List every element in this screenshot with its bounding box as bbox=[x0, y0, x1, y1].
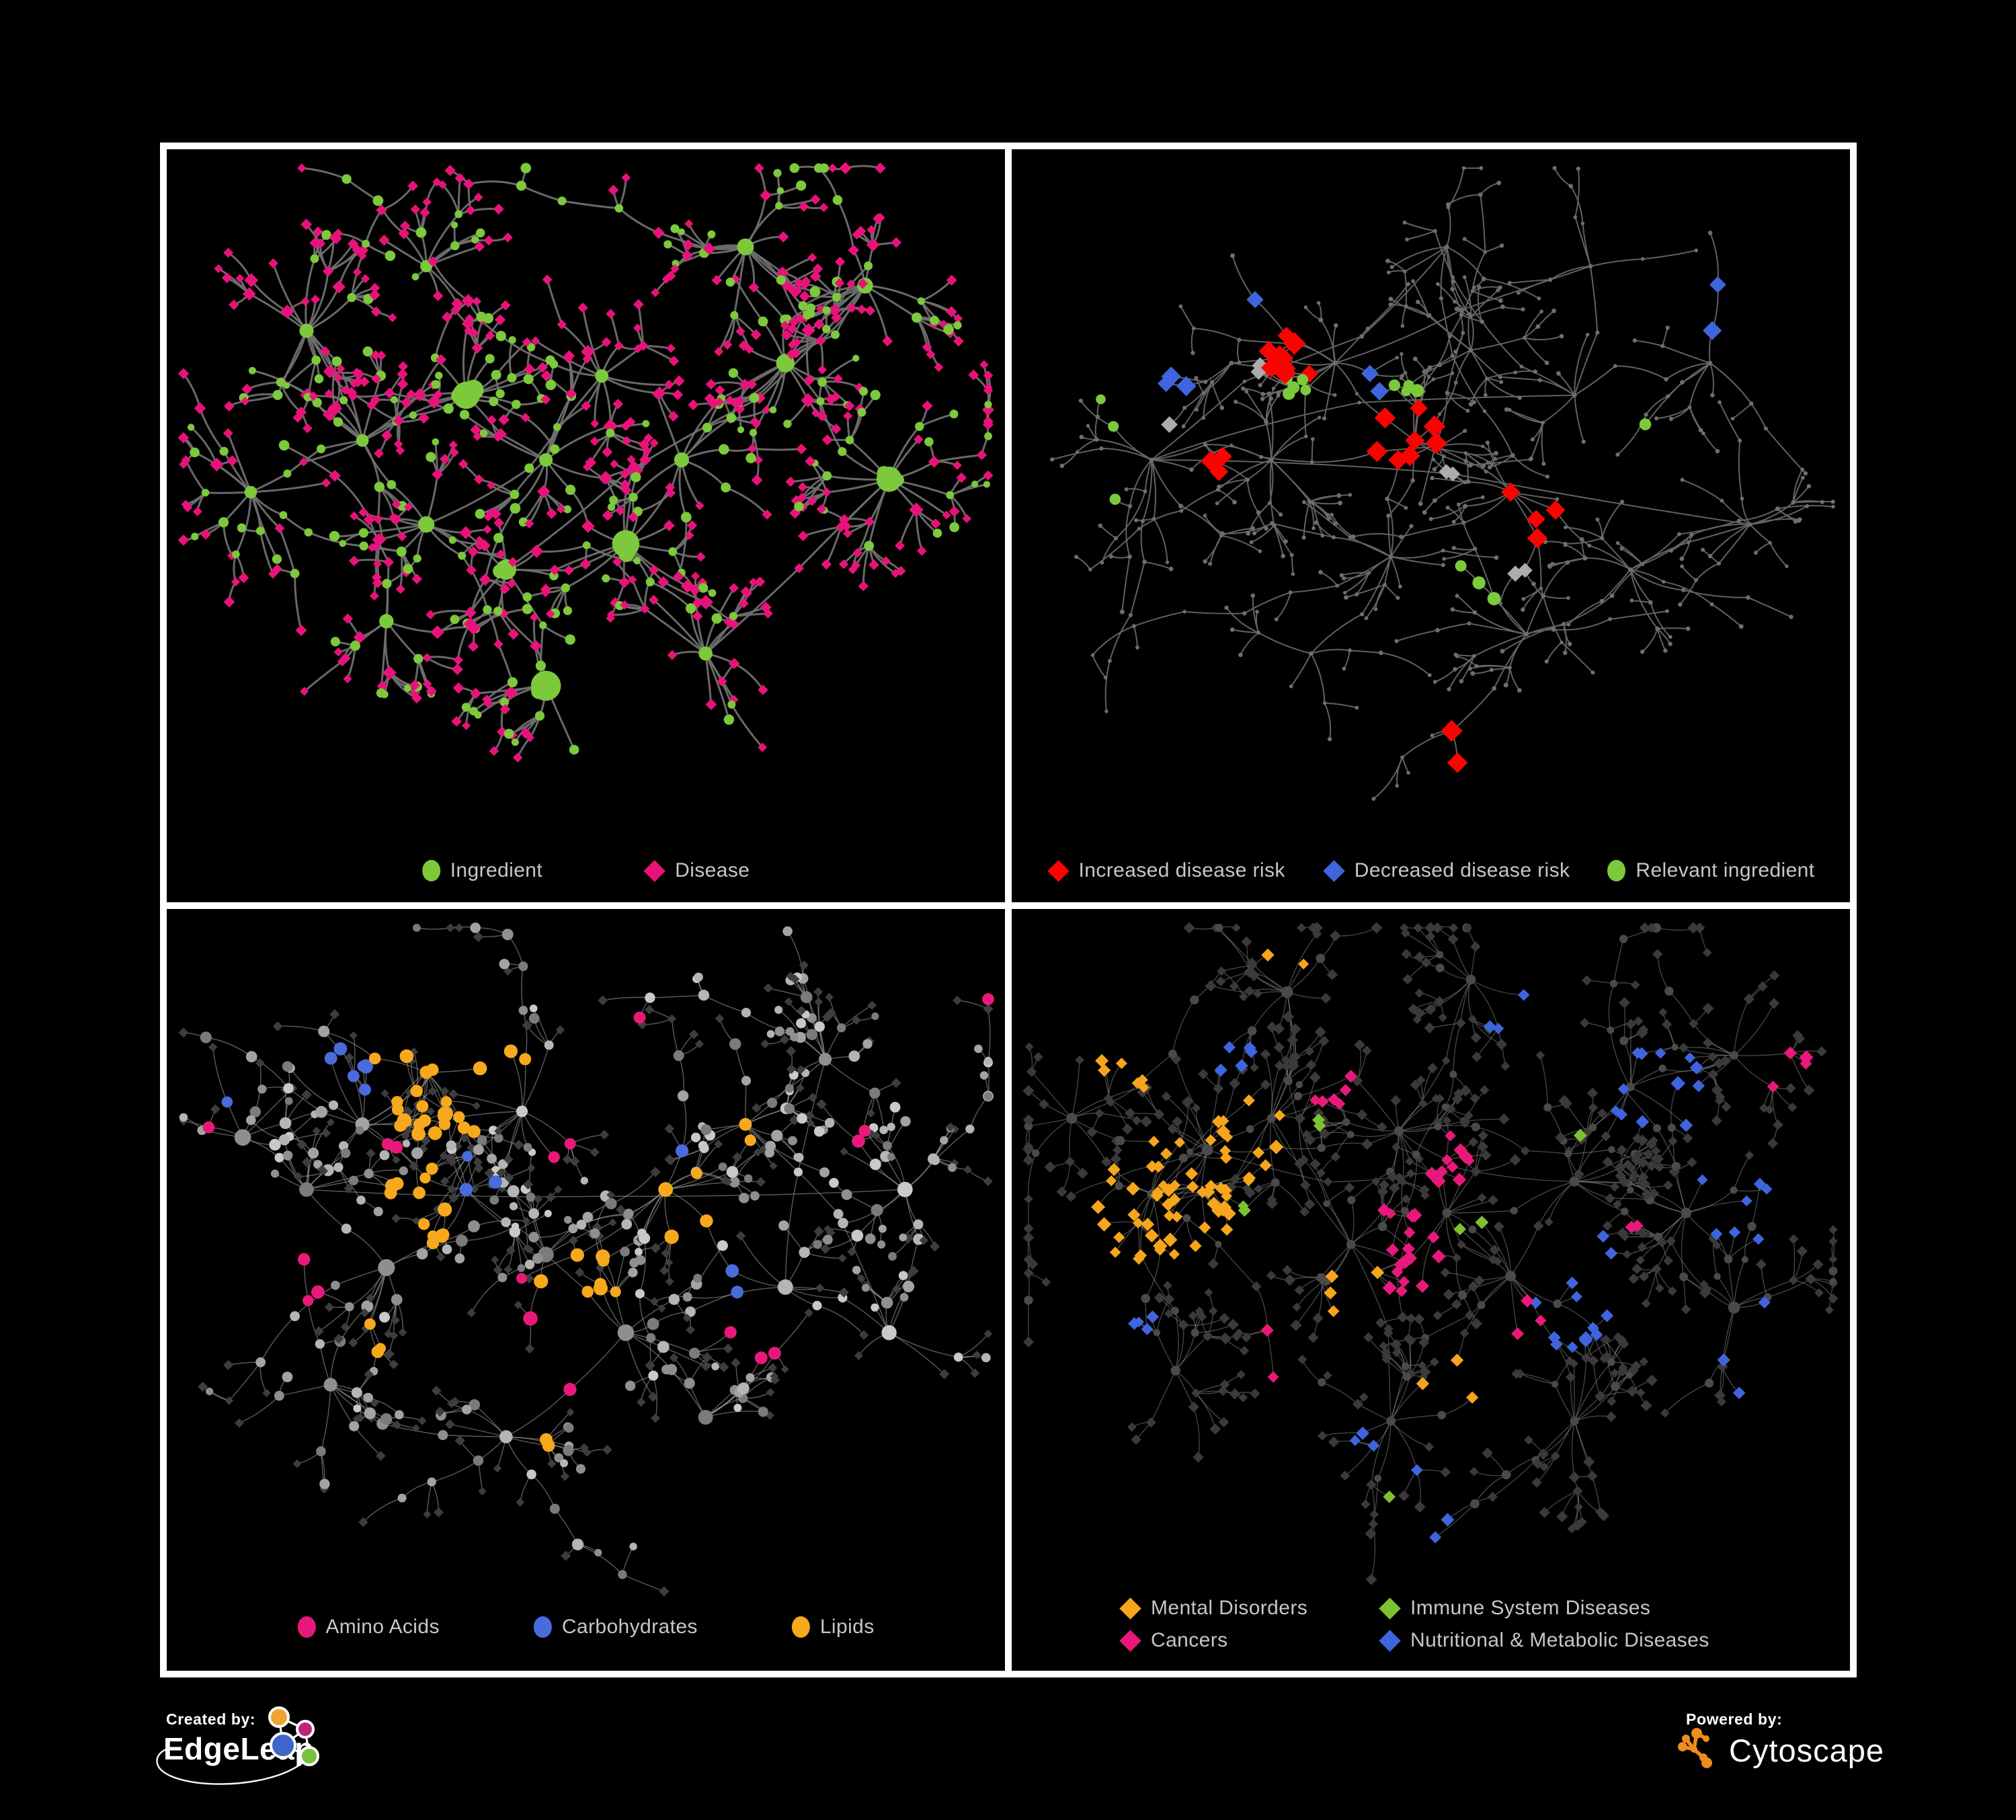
legend-item: Immune System Diseases bbox=[1379, 1597, 1709, 1620]
diamond-swatch-icon bbox=[1119, 1629, 1141, 1652]
legend-item: Mental Disorders bbox=[1119, 1597, 1379, 1620]
diamond-swatch-icon bbox=[1323, 859, 1345, 882]
legend-label: Carbohydrates bbox=[561, 1616, 698, 1638]
panel-nutrient-groups: Amino Acids Carbohydrates Lipids bbox=[160, 902, 1012, 1677]
circle-swatch-icon bbox=[1607, 860, 1626, 881]
panel-disease-groups: Mental Disorders Immune System Diseases Ca… bbox=[1005, 902, 1857, 1677]
circle-swatch-icon bbox=[421, 860, 440, 881]
diamond-swatch-icon bbox=[1379, 1629, 1401, 1652]
circle-swatch-icon bbox=[791, 1616, 810, 1638]
diamond-swatch-icon bbox=[1119, 1597, 1141, 1620]
powered-by-label: Powered by: bbox=[1686, 1710, 1783, 1728]
legend-item: Carbohydrates bbox=[533, 1616, 698, 1638]
disease-groups-network-graph bbox=[1022, 922, 1839, 1585]
diamond-swatch-icon bbox=[1047, 859, 1070, 882]
legend-item: Nutritional & Metabolic Diseases bbox=[1379, 1629, 1709, 1652]
panel-ingredient-disease: Ingredient Disease bbox=[160, 143, 1012, 909]
circle-swatch-icon bbox=[297, 1616, 316, 1638]
edgeleap-node-orange bbox=[268, 1706, 290, 1728]
legend-label: Mental Disorders bbox=[1151, 1597, 1308, 1619]
cytoscape-wordmark: Cytoscape bbox=[1729, 1733, 1885, 1768]
legend-item: Increased disease risk bbox=[1047, 859, 1285, 882]
legend-label: Nutritional & Metabolic Diseases bbox=[1410, 1629, 1709, 1651]
legend-item: Amino Acids bbox=[297, 1616, 439, 1638]
legend-label: Ingredient bbox=[450, 859, 543, 881]
ingredient-disease-network-graph bbox=[177, 161, 995, 763]
legend: Ingredient Disease bbox=[421, 859, 750, 882]
diamond-swatch-icon bbox=[643, 859, 666, 882]
legend-label: Amino Acids bbox=[325, 1616, 440, 1638]
legend-item: Relevant ingredient bbox=[1607, 859, 1814, 882]
legend-label: Immune System Diseases bbox=[1410, 1597, 1651, 1619]
legend-label: Cancers bbox=[1151, 1629, 1228, 1651]
legend: Amino Acids Carbohydrates Lipids bbox=[297, 1616, 874, 1638]
legend-item: Decreased disease risk bbox=[1323, 859, 1570, 882]
circle-swatch-icon bbox=[533, 1616, 552, 1638]
legend-label: Lipids bbox=[819, 1616, 875, 1638]
legend-label: Relevant ingredient bbox=[1636, 859, 1815, 881]
edgeleap-node-blue bbox=[270, 1732, 296, 1759]
edgeleap-node-green bbox=[299, 1746, 319, 1766]
disease-risk-network-graph bbox=[1050, 165, 1835, 801]
legend: Mental Disorders Immune System Diseases Ca… bbox=[1119, 1597, 1709, 1652]
cytoscape-logo-icon bbox=[1678, 1728, 1712, 1768]
legend-label: Decreased disease risk bbox=[1354, 859, 1570, 881]
panel-disease-risk: Increased disease risk Decreased disease … bbox=[1005, 143, 1857, 909]
legend-label: Disease bbox=[675, 859, 750, 881]
legend-label: Increased disease risk bbox=[1078, 859, 1285, 881]
edgeleap-node-magenta bbox=[296, 1720, 315, 1739]
edgeleap-logo-graphic bbox=[156, 1706, 319, 1785]
legend-item: Lipids bbox=[791, 1616, 875, 1638]
legend-item: Cancers bbox=[1119, 1629, 1379, 1652]
legend-item: Disease bbox=[643, 859, 750, 882]
legend-item: Ingredient bbox=[421, 859, 543, 882]
nutrient-groups-network-graph bbox=[178, 922, 994, 1597]
created-by-label: Created by: bbox=[166, 1710, 256, 1728]
legend: Increased disease risk Decreased disease … bbox=[1047, 859, 1815, 882]
diamond-swatch-icon bbox=[1379, 1597, 1401, 1620]
